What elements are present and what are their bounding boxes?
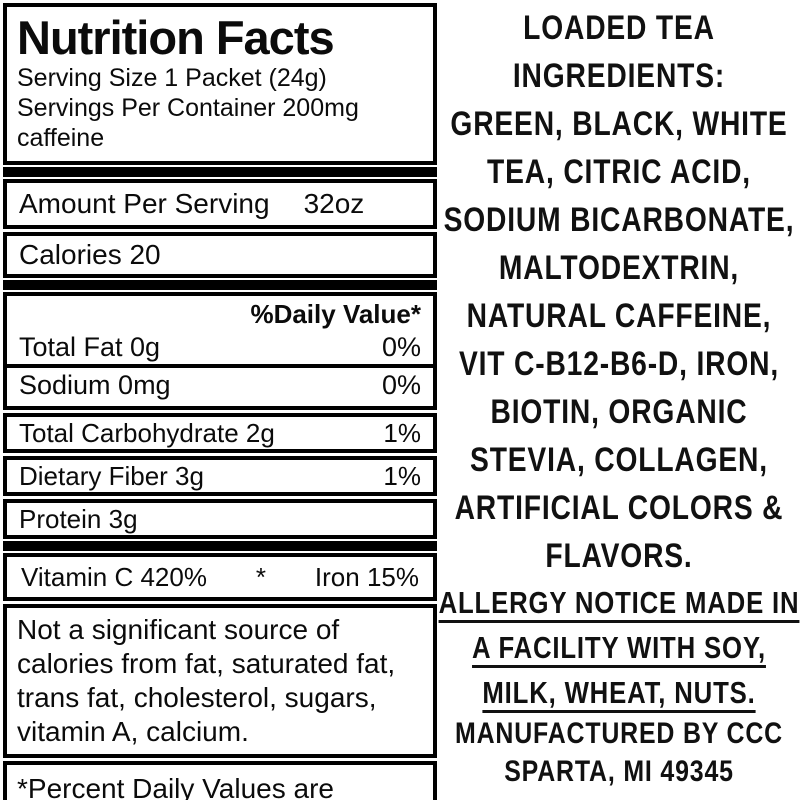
table-row: Total Fat 0g 0% bbox=[19, 330, 421, 364]
ingredients-line: GREEN, BLACK, WHITE bbox=[450, 105, 788, 143]
vitamins-box: Vitamin C 420% * Iron 15% bbox=[3, 553, 437, 601]
note-line: Not a significant source of bbox=[17, 614, 340, 645]
ingredients-line: TEA, CITRIC ACID, bbox=[487, 153, 751, 191]
ingredients-text-block: LOADED TEA INGREDIENTS: GREEN, BLACK, WH… bbox=[436, 4, 800, 791]
allergy-notice-line: ALLERGY NOTICE MADE IN bbox=[438, 585, 800, 620]
ingredients-line: NATURAL CAFFEINE, bbox=[466, 297, 772, 335]
nutrient-name: Sodium 0mg bbox=[19, 370, 171, 400]
amount-per-serving-value: 32oz bbox=[303, 188, 365, 219]
nutrient-name: Protein 3g bbox=[19, 504, 138, 534]
protein-box: Protein 3g bbox=[3, 499, 437, 539]
nutrient-value: 0% bbox=[381, 332, 421, 362]
ingredients-line: FLAVORS. bbox=[545, 537, 693, 575]
vitamin-separator: * bbox=[255, 562, 266, 592]
calories-box: Calories 20 bbox=[3, 232, 437, 278]
ingredients-line: INGREDIENTS: bbox=[512, 57, 726, 95]
nutrient-name: Total Carbohydrate 2g bbox=[19, 418, 275, 448]
nutrient-name: Dietary Fiber 3g bbox=[19, 461, 204, 491]
amount-per-serving-box: Amount Per Serving 32oz bbox=[3, 179, 437, 229]
note-line: vitamin A, calcium. bbox=[17, 716, 249, 747]
manufactured-line: MANUFACTURED BY CCC bbox=[455, 717, 783, 750]
table-row: Sodium 0mg 0% bbox=[19, 368, 421, 402]
section-divider-bar bbox=[3, 280, 437, 290]
daily-value-box: %Daily Value* Total Fat 0g 0% Sodium 0mg… bbox=[3, 292, 437, 410]
calories-value: Calories 20 bbox=[19, 239, 161, 270]
fiber-box: Dietary Fiber 3g 1% bbox=[3, 456, 437, 496]
table-row: Total Carbohydrate 2g 1% bbox=[19, 418, 421, 448]
ingredients-line: MALTODEXTRIN, bbox=[498, 249, 740, 287]
ingredients-line: SODIUM BICARBONATE, bbox=[443, 201, 795, 239]
nutrient-value: 1% bbox=[383, 461, 421, 491]
section-divider-bar bbox=[3, 167, 437, 177]
ingredients-line: ARTIFICIAL COLORS & bbox=[454, 489, 784, 527]
servings-per-container: Servings Per Container 200mg caffeine bbox=[17, 94, 359, 152]
nutrient-value: 1% bbox=[383, 418, 421, 448]
manufactured-line: SPARTA, MI 49345 bbox=[504, 755, 734, 788]
daily-value-header: %Daily Value* bbox=[250, 299, 421, 329]
note-line: trans fat, cholesterol, sugars, bbox=[17, 682, 377, 713]
note-line: calories from fat, saturated fat, bbox=[17, 648, 396, 679]
ingredients-panel: LOADED TEA INGREDIENTS: GREEN, BLACK, WH… bbox=[437, 0, 800, 800]
not-significant-note-box: Not a significant source of calories fro… bbox=[3, 604, 437, 758]
ingredients-line: BIOTIN, ORGANIC bbox=[490, 393, 748, 431]
section-divider-bar bbox=[3, 541, 437, 551]
nutrition-header-box: Nutrition Facts Serving Size 1 Packet (2… bbox=[3, 3, 437, 165]
daily-values-footnote-box: *Percent Daily Values are based on a 2,0… bbox=[3, 761, 437, 800]
nutrient-name: Total Fat 0g bbox=[19, 332, 161, 362]
ingredients-line: LOADED TEA bbox=[523, 9, 715, 47]
nutrient-value: 0% bbox=[381, 370, 421, 400]
amount-per-serving-label: Amount Per Serving bbox=[19, 188, 270, 219]
iron-value: Iron 15% bbox=[314, 562, 419, 592]
serving-size: Serving Size 1 Packet (24g) bbox=[17, 64, 327, 92]
nutrition-title: Nutrition Facts bbox=[17, 11, 335, 64]
allergy-notice-line: A FACILITY WITH SOY, bbox=[472, 630, 766, 665]
table-row: Protein 3g bbox=[19, 504, 421, 534]
footnote-line: *Percent Daily Values are bbox=[17, 773, 334, 800]
row-divider bbox=[7, 364, 433, 368]
ingredients-line: STEVIA, COLLAGEN, bbox=[470, 441, 768, 479]
carbohydrate-box: Total Carbohydrate 2g 1% bbox=[3, 413, 437, 453]
ingredients-line: VIT C-B12-B6-D, IRON, bbox=[458, 345, 780, 383]
allergy-notice-line: MILK, WHEAT, NUTS. bbox=[482, 675, 756, 710]
table-row: Dietary Fiber 3g 1% bbox=[19, 461, 421, 491]
nutrition-facts-label: Nutrition Facts Serving Size 1 Packet (2… bbox=[3, 3, 437, 800]
vitamin-c-value: Vitamin C 420% bbox=[21, 562, 207, 592]
